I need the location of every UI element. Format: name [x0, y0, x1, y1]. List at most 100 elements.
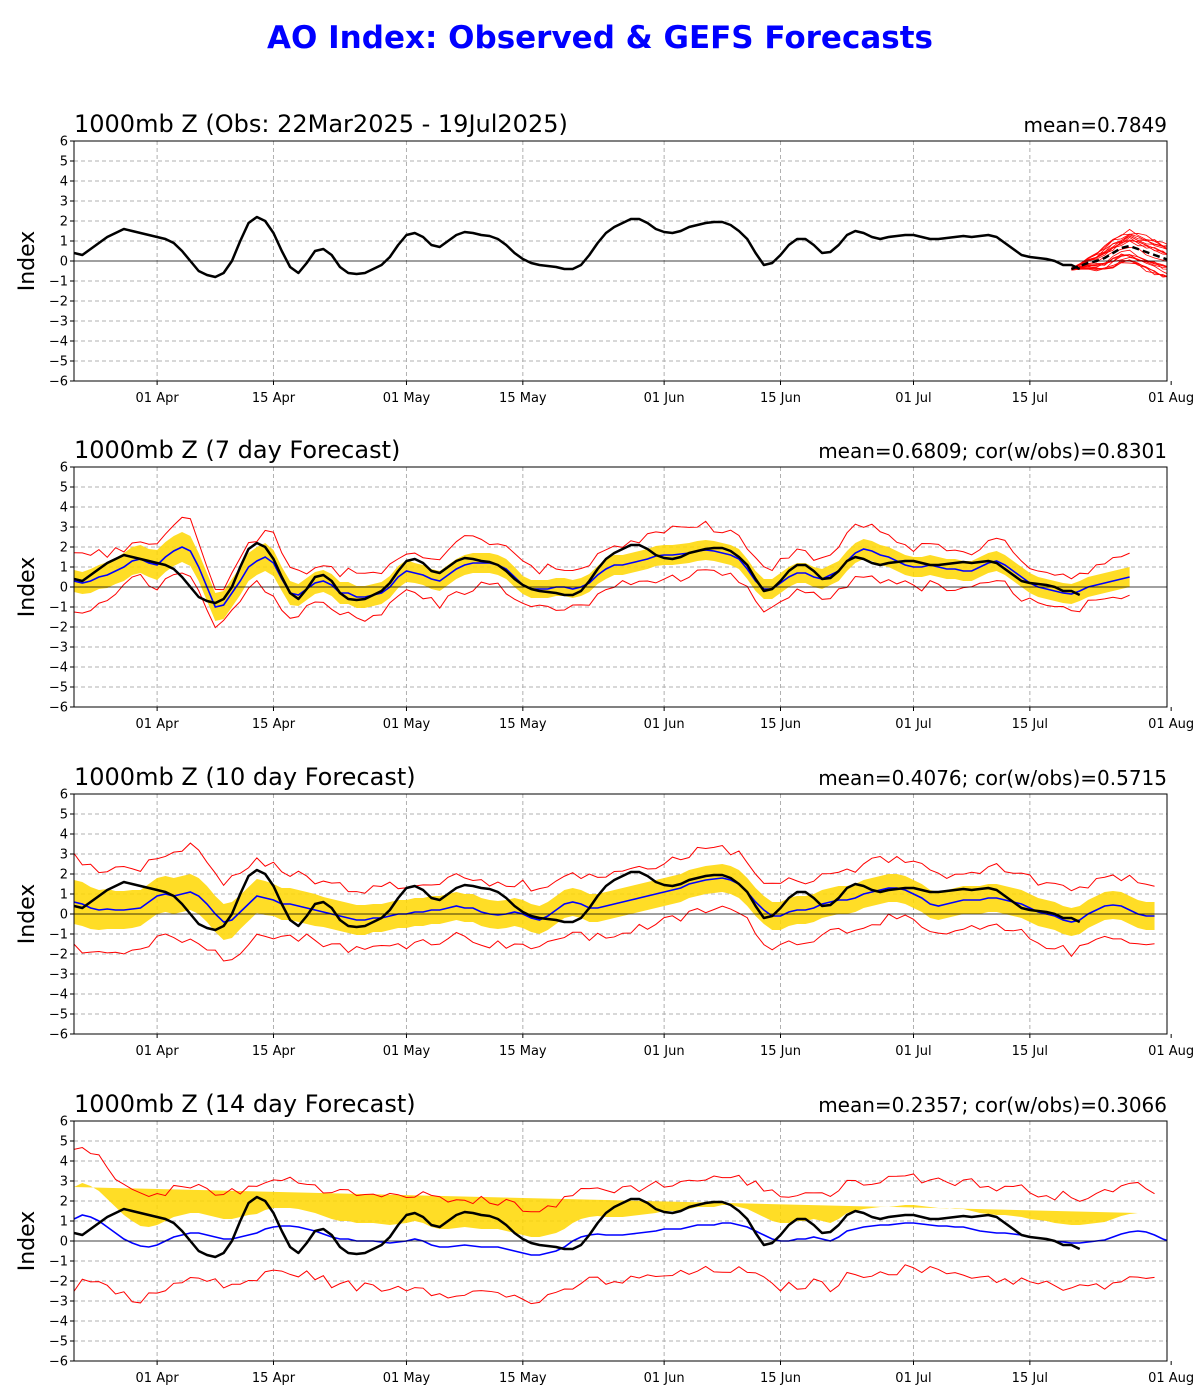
envelope-max-line [74, 1147, 1155, 1213]
y-tick-label: −4 [49, 335, 68, 350]
y-tick-label: 0 [60, 1235, 68, 1250]
x-tick-label: 01 May [383, 391, 431, 406]
x-tick-label: 01 Apr [136, 391, 180, 406]
x-tick-label: 01 Apr [136, 1371, 180, 1386]
observed-line [74, 215, 1081, 279]
y-tick-label: 1 [60, 235, 68, 250]
chart-panel-2: 6 5 4 3 2 1 0 −1 −2 −3 −4 −5 −6 01 Apr 15 Apr 01 May 15 … [15, 436, 1194, 732]
y-tick-label: −1 [49, 275, 68, 290]
y-tick-label: −2 [49, 948, 68, 963]
x-tick-label: 01 Jun [644, 391, 685, 406]
plot-area [74, 842, 1155, 962]
y-tick-label: −2 [49, 295, 68, 310]
y-tick-label: −3 [49, 641, 68, 656]
y-tick-label: 3 [60, 1175, 68, 1190]
ensemble-member-line [1071, 235, 1167, 269]
y-tick-label: −6 [49, 1355, 68, 1370]
y-tick-label: 6 [60, 1115, 68, 1130]
x-tick-label: 15 Apr [252, 1371, 296, 1386]
y-tick-label: −5 [49, 1008, 68, 1023]
y-tick-label: 6 [60, 135, 68, 150]
chart-panel-1: 6 5 4 3 2 1 0 −1 −2 −3 −4 −5 −6 01 Apr 15 Apr 01 May 15 … [15, 110, 1194, 406]
x-tick-label: 01 Jul [895, 717, 931, 732]
spread-band [74, 1183, 1138, 1237]
panel-stat: mean=0.4076; cor(w/obs)=0.5715 [818, 766, 1167, 790]
y-tick-label: 0 [60, 581, 68, 596]
x-tick-label: 01 May [383, 717, 431, 732]
spread-band [74, 864, 1155, 940]
x-tick-label: 15 May [499, 1044, 547, 1059]
y-tick-label: −3 [49, 968, 68, 983]
x-tick-label: 01 Aug [1148, 1044, 1194, 1059]
x-tick-label: 15 Apr [252, 717, 296, 732]
y-axis-label: Index [15, 231, 40, 292]
envelope-max-line [74, 516, 1130, 591]
y-tick-label: 2 [60, 1195, 68, 1210]
y-tick-label: −4 [49, 1315, 68, 1330]
y-tick-label: 4 [60, 501, 68, 516]
ensemble-mean-line [74, 1214, 1167, 1256]
x-tick-label: 01 May [383, 1044, 431, 1059]
y-tick-label: 5 [60, 155, 68, 170]
y-tick-label: −4 [49, 988, 68, 1003]
x-tick-label: 15 Jun [760, 1371, 801, 1386]
page-title: AO Index: Observed & GEFS Forecasts [267, 20, 933, 56]
envelope-min-line [74, 1264, 1155, 1305]
ensemble-member-line [1071, 236, 1167, 269]
envelope-min-line [74, 905, 1155, 962]
y-tick-label: −5 [49, 1335, 68, 1350]
y-tick-label: 5 [60, 808, 68, 823]
x-tick-label: 01 Aug [1148, 391, 1194, 406]
x-tick-label: 01 Jun [644, 1371, 685, 1386]
y-tick-label: −1 [49, 928, 68, 943]
y-tick-label: 4 [60, 1155, 68, 1170]
x-tick-label: 01 Apr [136, 1044, 180, 1059]
observed-line [74, 868, 1081, 932]
ensemble-member-line [1071, 240, 1167, 270]
ensemble-member-line [1071, 259, 1167, 278]
forecast-mean-line [1070, 244, 1167, 271]
panel-stat: mean=0.2357; cor(w/obs)=0.3066 [818, 1093, 1167, 1117]
envelope-max-line [74, 842, 1155, 894]
spread-band [74, 532, 1130, 621]
y-axis-label: Index [15, 884, 40, 945]
y-tick-label: 3 [60, 848, 68, 863]
x-tick-label: 01 Jul [895, 391, 931, 406]
observed-line [74, 1195, 1081, 1259]
ensemble-member-line [1071, 262, 1167, 278]
y-tick-label: −3 [49, 1295, 68, 1310]
panel-title: 1000mb Z (Obs: 22Mar2025 - 19Jul2025) [74, 110, 568, 138]
chart-panel-4: 6 5 4 3 2 1 0 −1 −2 −3 −4 −5 −6 01 Apr 15 Apr 01 May 15 … [15, 1090, 1194, 1386]
x-tick-label: 01 Jun [644, 1044, 685, 1059]
chart-panel-3: 6 5 4 3 2 1 0 −1 −2 −3 −4 −5 −6 01 Apr 15 Apr 01 May 15 … [15, 763, 1194, 1059]
x-tick-label: 15 Jul [1012, 391, 1048, 406]
x-tick-label: 15 May [499, 717, 547, 732]
y-tick-label: −6 [49, 1028, 68, 1043]
y-tick-label: 1 [60, 1215, 68, 1230]
x-tick-label: 01 Aug [1148, 1371, 1194, 1386]
plot-area [74, 215, 1167, 279]
y-tick-label: −5 [49, 355, 68, 370]
x-tick-label: 01 Jul [895, 1371, 931, 1386]
panel-title: 1000mb Z (10 day Forecast) [74, 763, 416, 791]
panel-stat: mean=0.7849 [1024, 113, 1167, 137]
y-tick-label: 6 [60, 788, 68, 803]
y-tick-label: −5 [49, 681, 68, 696]
ensemble-member-line [1071, 254, 1167, 271]
y-tick-label: −2 [49, 1275, 68, 1290]
x-tick-label: 15 Apr [252, 1044, 296, 1059]
panel-title: 1000mb Z (7 day Forecast) [74, 436, 400, 464]
x-tick-label: 01 May [383, 1371, 431, 1386]
plot-area [74, 1147, 1167, 1305]
y-tick-label: 3 [60, 195, 68, 210]
x-tick-label: 15 Jul [1012, 717, 1048, 732]
y-tick-label: 2 [60, 868, 68, 883]
ensemble-mean-line [74, 877, 1155, 923]
x-tick-label: 15 Apr [252, 391, 296, 406]
y-tick-label: −1 [49, 601, 68, 616]
y-tick-label: 0 [60, 255, 68, 270]
panel-title: 1000mb Z (14 day Forecast) [74, 1090, 416, 1118]
ensemble-member-line [1071, 254, 1167, 270]
y-tick-label: 6 [60, 461, 68, 476]
